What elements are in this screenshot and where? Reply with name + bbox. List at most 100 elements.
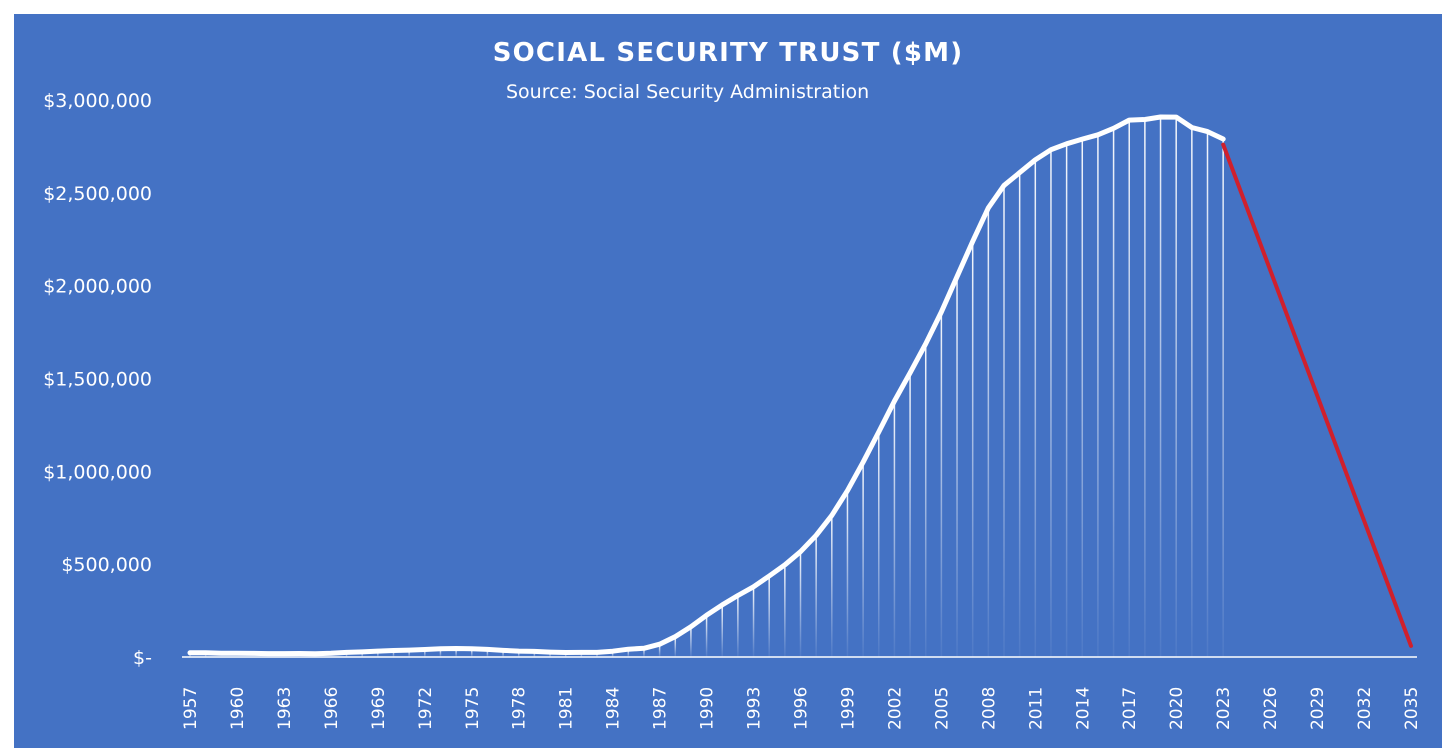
data-point bbox=[1049, 148, 1053, 151]
drop-line bbox=[846, 490, 849, 657]
drop-line bbox=[1081, 139, 1084, 658]
data-point bbox=[877, 430, 880, 434]
x-axis: 1957 1960 1963 1966 1969 1972 1975 1978 1981 1984… bbox=[181, 687, 1422, 730]
drop-line bbox=[721, 604, 723, 657]
chart-background bbox=[14, 14, 1442, 748]
data-point bbox=[908, 371, 912, 374]
x-tick-label: 2005 bbox=[932, 687, 952, 730]
data-point bbox=[314, 652, 317, 655]
drop-line bbox=[1018, 172, 1021, 657]
drop-line bbox=[1222, 139, 1224, 657]
drop-line bbox=[971, 241, 974, 657]
data-point bbox=[1096, 133, 1100, 136]
data-point bbox=[924, 342, 927, 345]
data-point bbox=[1081, 137, 1084, 141]
x-tick-label: 2002 bbox=[885, 687, 905, 730]
drop-line bbox=[471, 648, 473, 657]
data-point bbox=[235, 652, 239, 655]
x-tick-label: 1978 bbox=[510, 687, 530, 730]
drop-line bbox=[940, 311, 943, 657]
data-point bbox=[1175, 115, 1178, 119]
drop-line bbox=[768, 576, 770, 657]
data-point bbox=[298, 652, 301, 655]
x-tick-label: 1981 bbox=[557, 687, 577, 730]
drop-line bbox=[1034, 159, 1037, 658]
social-security-trust-chart: SOCIAL SECURITY TRUST ($M) Source: Socia… bbox=[14, 14, 1442, 748]
data-point bbox=[752, 585, 755, 588]
x-tick-label: 1960 bbox=[228, 687, 248, 730]
y-tick-label: $2,000,000 bbox=[43, 276, 152, 298]
x-tick-label: 1996 bbox=[792, 687, 812, 730]
data-point bbox=[392, 649, 395, 652]
drop-line bbox=[1003, 185, 1005, 657]
drop-line bbox=[533, 651, 536, 657]
data-point bbox=[376, 649, 379, 653]
drop-line bbox=[502, 650, 504, 657]
data-point bbox=[1112, 127, 1115, 130]
drop-line bbox=[1144, 119, 1146, 657]
x-tick-label: 1999 bbox=[838, 687, 858, 730]
data-point bbox=[408, 648, 411, 652]
data-point bbox=[768, 574, 771, 578]
drop-line bbox=[705, 615, 708, 657]
data-point bbox=[799, 550, 802, 553]
drop-line bbox=[517, 651, 520, 657]
x-tick-label: 1987 bbox=[651, 687, 671, 730]
data-point bbox=[267, 652, 270, 655]
drop-line bbox=[455, 648, 457, 657]
x-tick-label: 2011 bbox=[1026, 687, 1046, 730]
drop-lines bbox=[189, 117, 1224, 658]
y-tick-label: $2,500,000 bbox=[43, 183, 152, 205]
x-tick-label: 1957 bbox=[181, 687, 201, 730]
drop-line bbox=[486, 649, 489, 657]
x-tick-label: 1990 bbox=[698, 687, 718, 730]
data-point bbox=[846, 489, 849, 492]
data-point bbox=[517, 649, 520, 653]
drop-line bbox=[799, 551, 802, 657]
x-tick-label: 2035 bbox=[1402, 687, 1422, 730]
data-point bbox=[329, 652, 333, 655]
drop-line bbox=[1050, 149, 1052, 657]
x-tick-label: 2023 bbox=[1214, 687, 1234, 730]
drop-line bbox=[752, 586, 755, 657]
drop-line bbox=[408, 650, 410, 657]
data-point bbox=[1159, 115, 1162, 119]
y-tick-label: $500,000 bbox=[61, 554, 152, 576]
data-point bbox=[721, 603, 724, 607]
data-point bbox=[987, 206, 990, 210]
drop-line bbox=[1206, 131, 1209, 658]
data-point bbox=[188, 651, 192, 654]
data-point bbox=[815, 534, 818, 537]
data-point bbox=[501, 649, 505, 652]
data-point bbox=[454, 647, 458, 650]
drop-line bbox=[1175, 117, 1177, 658]
x-tick-label: 1969 bbox=[369, 687, 389, 730]
drop-line bbox=[377, 651, 379, 657]
data-point bbox=[736, 594, 740, 597]
drop-line bbox=[878, 431, 880, 657]
chart-container: SOCIAL SECURITY TRUST ($M) Source: Socia… bbox=[14, 14, 1442, 748]
x-tick-label: 2032 bbox=[1355, 687, 1375, 730]
data-point bbox=[564, 651, 567, 654]
x-tick-label: 1993 bbox=[745, 687, 765, 730]
data-point bbox=[1128, 118, 1131, 122]
drop-line bbox=[862, 462, 864, 657]
x-tick-label: 1972 bbox=[416, 687, 436, 730]
drop-line bbox=[1112, 128, 1115, 658]
drop-line bbox=[737, 595, 739, 657]
data-point bbox=[361, 650, 364, 654]
drop-line bbox=[627, 649, 630, 657]
data-point bbox=[423, 648, 426, 651]
data-point bbox=[439, 647, 442, 650]
drop-line bbox=[674, 636, 677, 657]
drop-line bbox=[1159, 117, 1162, 657]
y-axis: $- $500,000 $1,000,000 $1,500,000 $2,000,000… bbox=[43, 90, 152, 669]
x-tick-label: 2008 bbox=[979, 687, 999, 730]
data-point bbox=[251, 652, 254, 655]
data-point bbox=[783, 563, 786, 567]
drop-line bbox=[392, 650, 395, 657]
y-tick-label: $- bbox=[133, 647, 152, 669]
data-point bbox=[705, 614, 708, 617]
x-tick-label: 2014 bbox=[1073, 687, 1093, 730]
drop-line bbox=[924, 343, 927, 657]
